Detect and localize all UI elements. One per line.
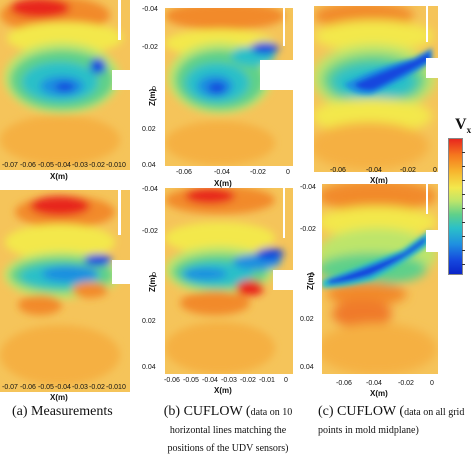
c-top-xtick-2: -0.02 [400,167,416,174]
a-bottom-xtick-4: -0.03 [72,384,88,391]
colorbar-tick [462,250,465,251]
colorbar-tick [462,222,465,223]
colorbar-tick [462,264,465,265]
a-bottom-xtick-7: 0 [122,384,126,391]
a-top-xtick-7: 0 [122,162,126,169]
caption-c-main: (c) CUFLOW ( [318,404,405,419]
caption-a: (a) Measurements [12,402,113,420]
caption-b-main: (b) CUFLOW ( [163,404,251,419]
c-bottom-ztick-0: -0.04 [300,184,316,191]
b-top-xtick-1: -0.04 [214,169,230,176]
caption-b: (b) CUFLOW (data on 10 horizontal lines … [158,402,298,456]
c-top-xtick-3: 0 [433,167,437,174]
a-top-xtick-5: -0.02 [89,162,105,169]
a-top-xlabel: X(m) [50,172,68,181]
c-bottom-xlabel: X(m) [370,389,388,398]
c-bottom-zlabel: Z(m) [306,272,315,290]
a-bottom-xtick-5: -0.02 [89,384,105,391]
legend-title: Vx [455,116,472,136]
c-bottom-xtick-0: -0.06 [336,380,352,387]
b-bottom-ztick-0: -0.04 [142,186,158,193]
b-bottom-xtick-6: 0 [284,377,288,384]
c-bottom-xtick-3: 0 [430,380,434,387]
b-bottom-xtick-4: -0.02 [240,377,256,384]
b-top-ztick-3: 0.02 [142,126,156,133]
colorbar [448,138,463,275]
caption-c: (c) CUFLOW (data on all grid points in m… [318,402,468,438]
b-bottom-ztick-2: 0 [152,272,156,279]
a-bottom-xtick-2: -0.05 [38,384,54,391]
a-top-xtick-0: -0.07 [2,162,18,169]
colorbar-tick [462,236,465,237]
b-top-ztick-2: 0 [152,86,156,93]
colorbar-tick [462,166,465,167]
b-top-ztick-4: 0.04 [142,162,156,169]
a-top-xtick-4: -0.03 [72,162,88,169]
panel-c-top-contour [314,6,438,172]
panel-a-bottom-contour: -0.07 -0.06 -0.05 -0.04 -0.03 -0.02 -0.0… [0,190,130,392]
colorbar-tick [462,152,465,153]
b-bottom-zlabel: Z(m) [148,274,157,292]
panel-b-bottom-contour [165,188,293,374]
b-bottom-xtick-3: -0.03 [221,377,237,384]
a-top-xtick-1: -0.06 [20,162,36,169]
b-bottom-ztick-4: 0.04 [142,364,156,371]
b-top-xtick-0: -0.06 [176,169,192,176]
colorbar-tick [462,208,465,209]
c-bottom-ztick-1: -0.02 [300,226,316,233]
panel-b-top-contour [165,8,293,166]
b-top-xlabel: X(m) [214,179,232,188]
b-top-zlabel: Z(m) [148,88,157,106]
colorbar-tick [462,194,465,195]
b-bottom-xtick-1: -0.05 [183,377,199,384]
a-top-xtick-2: -0.05 [38,162,54,169]
c-bottom-ztick-4: 0.04 [300,364,314,371]
colorbar-tick [462,180,465,181]
panel-a-top-contour: -0.07 -0.06 -0.05 -0.04 -0.03 -0.02 -0.0… [0,0,130,170]
b-bottom-xlabel: X(m) [214,386,232,395]
a-bottom-xlabel: X(m) [50,393,68,402]
c-bottom-ztick-3: 0.02 [300,316,314,323]
c-top-xtick-1: -0.04 [366,167,382,174]
b-top-ztick-1: -0.02 [142,44,158,51]
b-top-xtick-3: 0 [286,169,290,176]
caption-c-note: data on all grid points in mold midplane… [318,407,465,436]
a-bottom-xtick-6: -0.01 [106,384,122,391]
c-bottom-xtick-2: -0.02 [398,380,414,387]
caption-b-note: data on 10 horizontal lines matching the… [167,407,293,454]
b-bottom-xtick-2: -0.04 [202,377,218,384]
panel-c-bottom-contour [322,184,438,374]
a-bottom-xtick-3: -0.04 [55,384,71,391]
b-bottom-ztick-1: -0.02 [142,228,158,235]
b-top-ztick-0: -0.04 [142,6,158,13]
caption-a-text: (a) Measurements [12,404,113,419]
c-top-xlabel: X(m) [370,176,388,185]
c-top-xtick-0: -0.06 [330,167,346,174]
b-top-xtick-2: -0.02 [250,169,266,176]
a-bottom-xtick-1: -0.06 [20,384,36,391]
c-bottom-xtick-1: -0.04 [366,380,382,387]
b-bottom-xtick-5: -0.01 [259,377,275,384]
a-top-xtick-6: -0.01 [106,162,122,169]
a-bottom-xtick-0: -0.07 [2,384,18,391]
b-bottom-xtick-0: -0.06 [164,377,180,384]
c-bottom-ztick-2: 0 [310,272,314,279]
a-top-xtick-3: -0.04 [55,162,71,169]
b-bottom-ztick-3: 0.02 [142,318,156,325]
